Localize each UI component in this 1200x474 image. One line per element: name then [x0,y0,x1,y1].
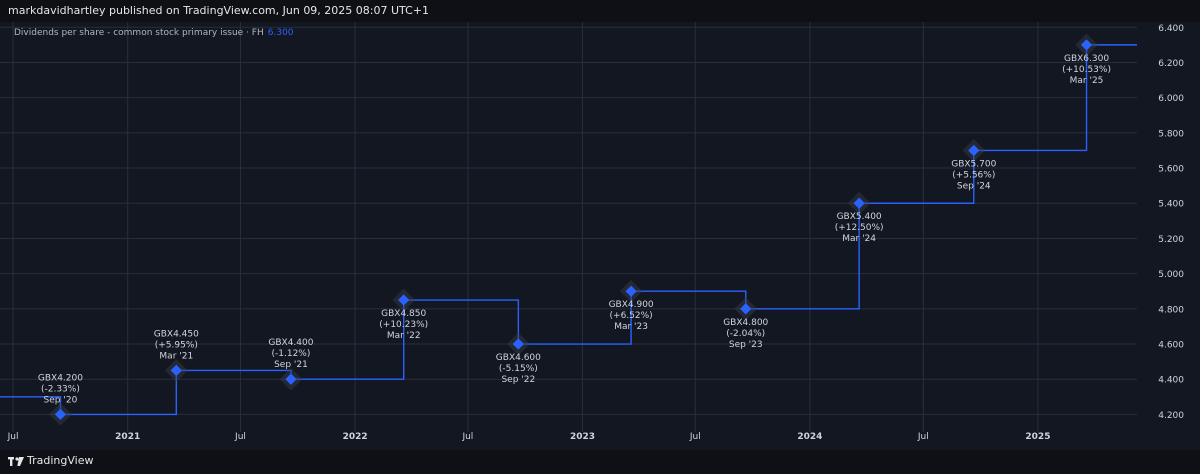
point-change-label: (-5.15%) [499,364,538,374]
point-period-label: Mar '22 [387,331,421,341]
point-period-label: Sep '23 [729,340,763,350]
point-value-label: GBX4.800 [723,318,768,328]
point-value-label: GBX4.600 [496,353,541,363]
attribution-text: markdavidhartley published on TradingVie… [8,4,430,17]
dividend-point [625,285,637,297]
dividend-point [54,408,67,421]
series-legend: Dividends per share - common stock prima… [14,28,294,38]
point-value-label: GBX5.700 [951,159,996,169]
footer-bar: TradingView [0,450,1200,474]
point-period-label: Sep '20 [44,395,78,405]
point-period-label: Mar '25 [1070,76,1104,86]
point-change-label: (+6.52%) [610,311,653,321]
point-period-label: Sep '22 [501,375,535,385]
y-tick-label: 5.800 [1158,129,1184,139]
point-change-label: (+10.23%) [379,320,428,330]
y-tick-label: 4.600 [1158,341,1184,351]
point-change-label: (-1.12%) [272,349,311,359]
point-change-label: (+5.56%) [952,170,995,180]
point-period-label: Sep '24 [957,181,991,191]
attribution-bar: markdavidhartley published on TradingVie… [0,0,1200,22]
dividend-point [853,197,865,209]
y-tick-label: 4.400 [1158,376,1184,386]
x-tick-label: 2023 [570,432,595,442]
x-tick-label: Jul [689,432,701,442]
dividend-point [512,338,525,350]
series-last-value: 6.300 [267,28,294,38]
dividend-point [1080,39,1093,51]
dividend-chart: 4.200 4.400 4.600 4.800 5.000 5.200 5.400 5.600… [0,22,1184,442]
y-tick-label: 5.600 [1158,165,1184,175]
point-change-label: (+10.53%) [1062,65,1111,75]
dividend-series-line [0,44,1137,416]
y-tick-label: 5.400 [1158,200,1184,210]
series-name: Dividends per share - common stock prima… [14,28,264,38]
point-change-label: (-2.33%) [41,384,80,394]
point-change-label: (-2.04%) [726,329,765,339]
point-period-label: Mar '23 [614,322,648,332]
point-value-label: GBX4.850 [381,309,426,319]
y-tick-label: 6.000 [1158,94,1184,104]
dividend-point [170,364,182,377]
tradingview-logo-icon[interactable] [8,455,24,467]
point-value-label: GBX4.400 [268,338,313,348]
x-tick-label: 2024 [797,432,822,442]
x-tick-label: Jul [7,432,19,442]
dividend-point [740,303,752,315]
point-period-label: Mar '24 [842,234,876,244]
x-tick-label: 2022 [343,432,368,442]
y-tick-label: 4.200 [1158,411,1184,421]
point-value-label: GBX6.300 [1064,54,1109,64]
point-value-label: GBX5.400 [837,212,882,222]
x-tick-label: 2021 [115,432,140,442]
x-tick-label: Jul [234,432,246,442]
dividend-point [285,373,297,385]
dividend-point [398,294,410,306]
point-value-label: GBX4.200 [38,373,83,383]
point-change-label: (+12.50%) [835,223,884,233]
y-tick-label: 6.200 [1158,59,1184,69]
point-value-label: GBX4.450 [154,329,199,339]
point-value-label: GBX4.900 [609,300,654,310]
y-tick-label: 5.000 [1158,270,1184,280]
footer-brand[interactable]: TradingView [27,454,94,467]
x-tick-label: 2025 [1025,432,1050,442]
x-tick-label: Jul [917,432,929,442]
y-tick-label: 4.800 [1158,305,1184,315]
point-period-label: Sep '21 [274,360,308,370]
y-tick-label: 6.400 [1158,24,1184,34]
point-period-label: Mar '21 [159,351,193,361]
y-tick-label: 5.200 [1158,235,1184,245]
x-tick-label: Jul [461,432,473,442]
point-change-label: (+5.95%) [155,340,198,350]
